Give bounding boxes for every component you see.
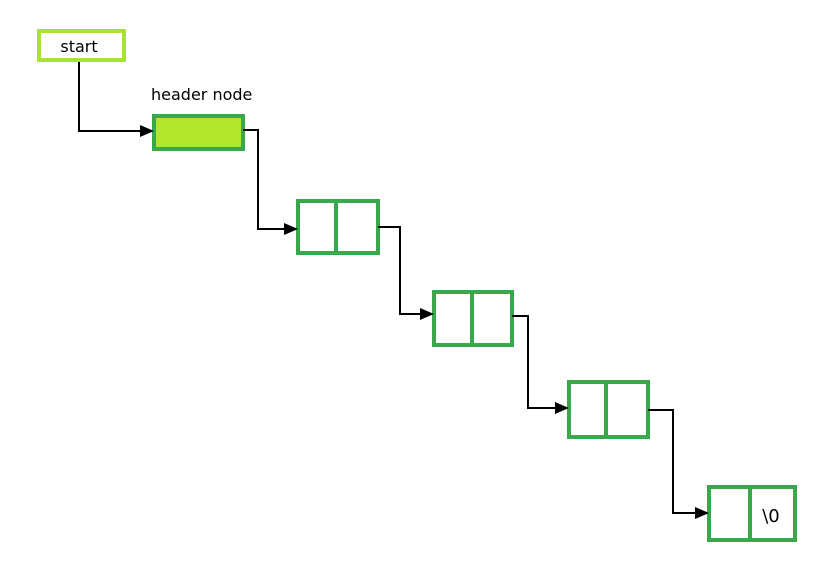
- arrowhead-last: [695, 507, 709, 519]
- arrow-node-2-to-node-3: [512, 315, 557, 409]
- arrow-header-to-node-1: [243, 129, 286, 230]
- arrowheads: [140, 125, 709, 519]
- null-pointer-label: \0: [762, 506, 780, 527]
- header-node-label: header node: [151, 85, 252, 104]
- arrow-node-1-to-node-2: [378, 226, 422, 315]
- arrowhead-node-2: [420, 308, 434, 320]
- list-node-last: \0: [707, 485, 797, 542]
- arrow-node-3-to-last: [648, 409, 697, 514]
- start-pointer-box: start: [37, 29, 126, 62]
- node-3-box: [567, 380, 650, 439]
- list-node-1: [296, 199, 380, 255]
- arrow-start-to-header: [78, 62, 142, 132]
- start-label: start: [60, 37, 97, 56]
- arrowhead-node-3: [555, 402, 569, 414]
- pointer-arrows: [78, 62, 697, 514]
- header-node: [152, 114, 245, 151]
- arrowhead-node-1: [284, 223, 298, 235]
- start-box-border: [37, 29, 126, 62]
- list-node-3: [567, 380, 650, 439]
- arrowhead-header: [140, 125, 154, 137]
- list-node-2: [432, 290, 514, 347]
